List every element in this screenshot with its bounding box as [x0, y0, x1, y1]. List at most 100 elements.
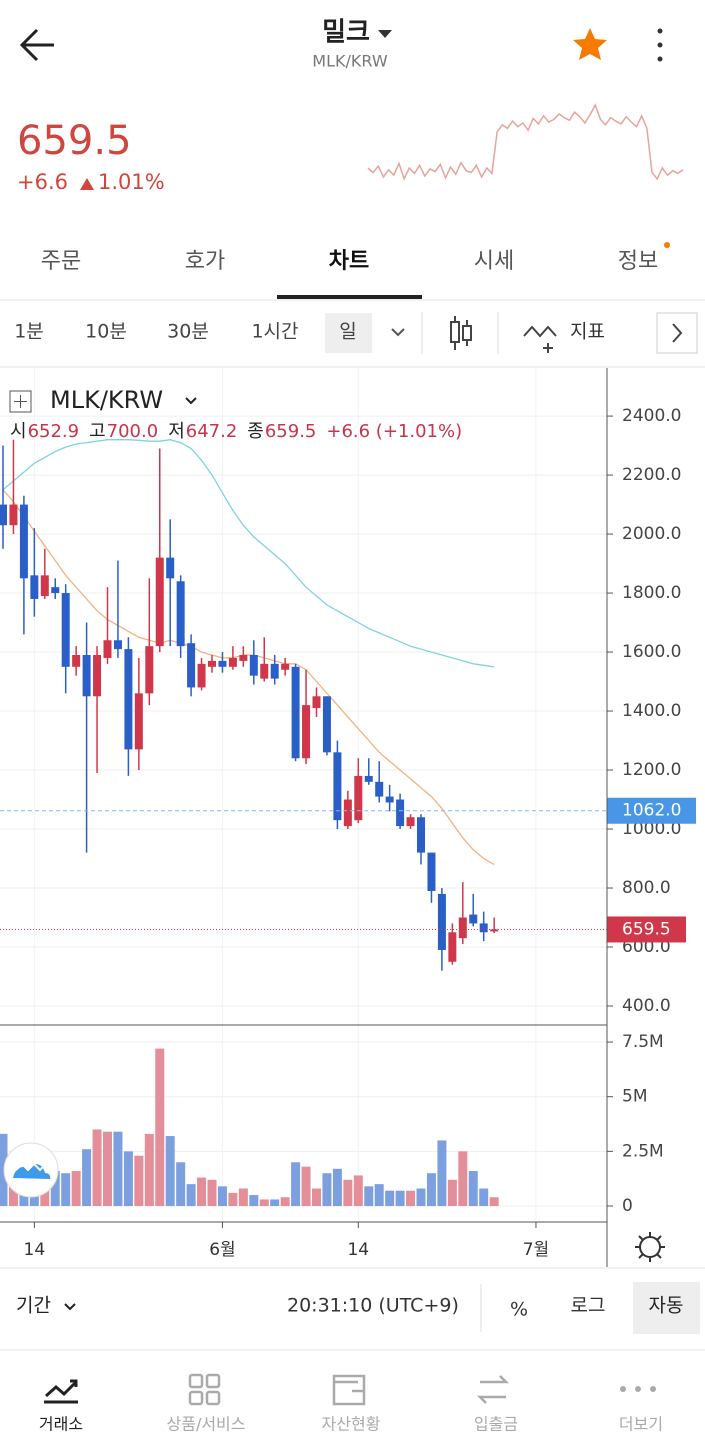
- back-button[interactable]: [19, 28, 54, 62]
- candle-body: [249, 655, 258, 676]
- chart-type-button[interactable]: [450, 316, 472, 350]
- volume-bar: [416, 1188, 426, 1207]
- candle-body: [437, 893, 446, 950]
- last-price-tag: [607, 916, 686, 943]
- candle-body: [208, 660, 216, 667]
- tab[interactable]: 정보: [618, 249, 658, 274]
- candle-body: [145, 646, 154, 694]
- y-tick-label: 1200.0: [622, 760, 681, 780]
- nav-label[interactable]: 상품/서비스: [167, 1415, 246, 1434]
- more-menu[interactable]: [657, 28, 663, 62]
- interval[interactable]: 1시간: [251, 321, 298, 343]
- y-tick-label: 1600.0: [622, 642, 681, 662]
- legend-key: 시: [10, 421, 27, 442]
- nav-label[interactable]: 거래소: [39, 1415, 83, 1434]
- interval[interactable]: 10분: [85, 321, 127, 343]
- period-button[interactable]: 기간: [16, 1295, 51, 1317]
- volume-bar: [165, 1136, 175, 1207]
- volume-bar: [458, 1151, 468, 1207]
- tab[interactable]: 차트: [329, 249, 369, 274]
- nav-icon-exchange: [44, 1379, 78, 1404]
- plus: [14, 395, 27, 408]
- price-change: +6.6: [17, 170, 68, 194]
- volume-bar: [291, 1162, 301, 1207]
- candle-body: [322, 696, 331, 753]
- candle-body: [312, 696, 321, 709]
- sparkline-line: [367, 103, 684, 181]
- candle-body: [82, 655, 91, 697]
- volume-bar: [385, 1190, 395, 1207]
- info-badge: [664, 242, 670, 248]
- x-tick-label: 7월: [523, 1240, 549, 1260]
- volume-bar: [207, 1179, 217, 1207]
- nav-icon-assets: [332, 1374, 366, 1406]
- settings-button[interactable]: [635, 1232, 665, 1262]
- y-tick-label: 1800.0: [622, 583, 681, 603]
- volume-bar: [270, 1199, 280, 1207]
- volume-bar: [301, 1166, 311, 1207]
- reference-label: 1062.0: [622, 801, 681, 821]
- interval[interactable]: 30분: [167, 321, 209, 343]
- x-tick-label: 14: [347, 1240, 369, 1260]
- x-tick-label: 6월: [209, 1240, 235, 1260]
- volume-bar: [134, 1155, 144, 1207]
- candle-body: [51, 587, 60, 594]
- log-button[interactable]: 로그: [571, 1295, 606, 1317]
- legend-value: 700.0: [107, 421, 159, 442]
- indicator-icon[interactable]: [523, 325, 557, 353]
- interval[interactable]: 1분: [14, 321, 44, 343]
- volume-tick-label: 2.5M: [622, 1141, 664, 1161]
- moving-average: [2, 489, 495, 865]
- price-percent: 1.01%: [98, 170, 165, 194]
- candle-body: [113, 640, 122, 650]
- candle-body: [30, 575, 39, 599]
- volume-bar: [92, 1129, 102, 1207]
- volume-bar: [113, 1131, 123, 1207]
- percent-button[interactable]: %: [510, 1299, 528, 1321]
- volume-bar: [280, 1197, 290, 1207]
- candle-body: [40, 575, 49, 597]
- volume-bar: [426, 1173, 436, 1207]
- scroll-right-button[interactable]: [656, 312, 698, 354]
- ohlc-legend: 시 652.9 고 700.0 저 647.2 종 659.5 +6.6 (+1.01%): [10, 421, 462, 442]
- auto-button[interactable]: 자동: [649, 1295, 684, 1317]
- candle-body: [61, 593, 70, 667]
- indicator-label[interactable]: 지표: [570, 321, 605, 343]
- volume-bar: [332, 1168, 342, 1207]
- tab-bar: 주문 호가 차트 시세 정보: [41, 249, 658, 274]
- nav-label[interactable]: 입출금: [474, 1415, 518, 1434]
- nav-label[interactable]: 더보기: [619, 1415, 663, 1434]
- volume-bar: [144, 1133, 154, 1207]
- volume-bar: [197, 1177, 207, 1207]
- interval-dropdown[interactable]: [391, 328, 405, 337]
- volume-bar: [312, 1188, 321, 1207]
- nav-icon-products: [188, 1373, 221, 1406]
- chart-symbol[interactable]: MLK/KRW: [50, 386, 163, 414]
- favorite-star[interactable]: [573, 28, 607, 60]
- nav-label[interactable]: 자산현황: [322, 1415, 381, 1434]
- legend-value: 659.5: [265, 421, 317, 442]
- tab[interactable]: 주문: [41, 249, 81, 274]
- candle-body: [270, 663, 279, 679]
- tab[interactable]: 호가: [185, 249, 225, 274]
- active-interval-bg: [325, 313, 372, 353]
- volume-bar: [82, 1149, 92, 1207]
- volume-bar: [176, 1162, 186, 1207]
- candle-body: [281, 663, 290, 670]
- volume-bar: [50, 1171, 60, 1207]
- candle-body: [166, 557, 175, 579]
- volume-tick-label: 0: [622, 1196, 633, 1216]
- tab[interactable]: 시세: [474, 249, 514, 274]
- volume-bar: [103, 1131, 112, 1207]
- interval[interactable]: 일: [339, 321, 356, 343]
- volume-bar: [186, 1184, 196, 1207]
- period-caret: [64, 1303, 76, 1311]
- legend-key: 종: [247, 421, 264, 442]
- candle-body: [19, 504, 28, 579]
- title[interactable]: 밀크: [322, 18, 370, 48]
- add-symbol-button[interactable]: [9, 390, 32, 413]
- volume-bar: [61, 1173, 71, 1207]
- candle-body: [343, 799, 352, 827]
- volume-bar: [353, 1175, 363, 1207]
- candle-body: [375, 781, 384, 797]
